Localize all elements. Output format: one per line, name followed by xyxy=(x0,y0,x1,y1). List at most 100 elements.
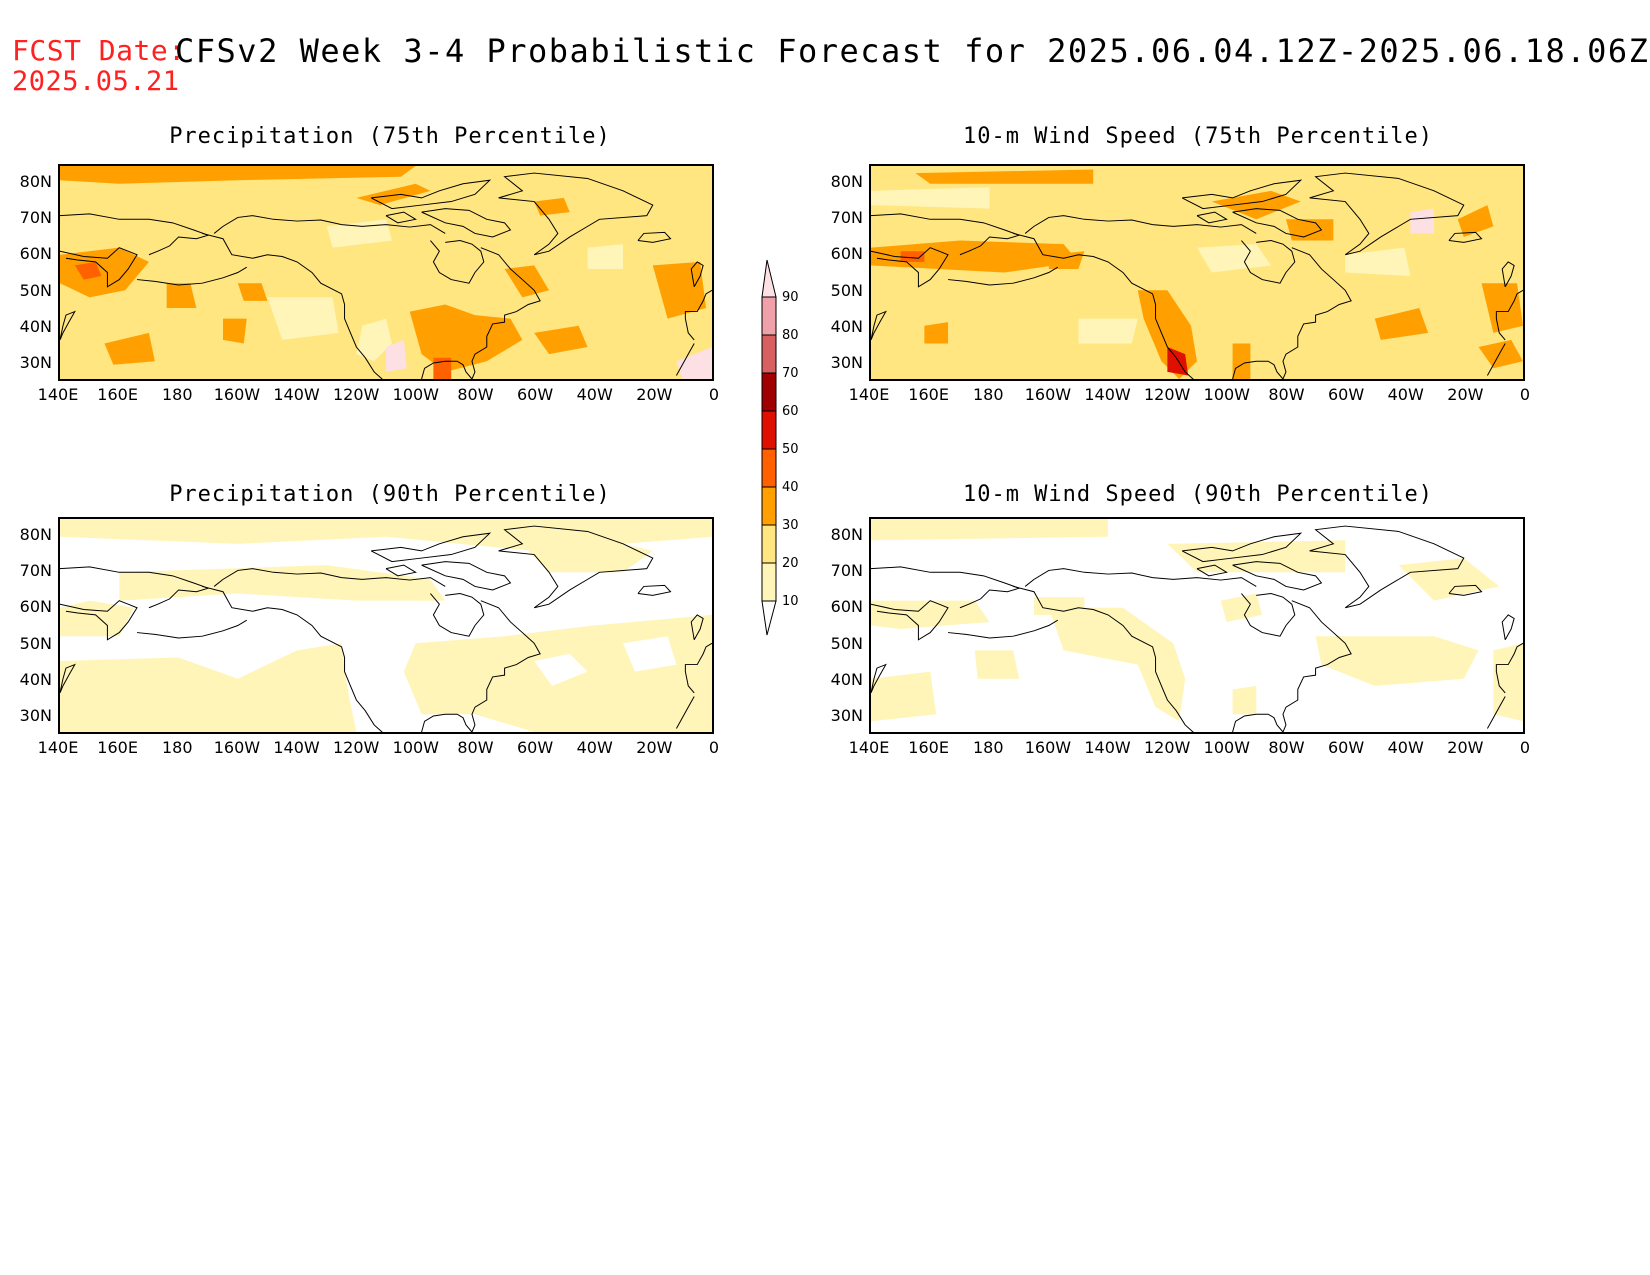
coastline xyxy=(1282,600,1352,732)
coastline xyxy=(60,247,138,288)
coastline xyxy=(421,360,473,379)
coastline xyxy=(370,532,492,563)
colorbar-label-70: 70 xyxy=(782,366,799,381)
lat-tick-label: 80N xyxy=(830,525,863,545)
lon-tick-label: 20W xyxy=(636,738,673,757)
coastline xyxy=(213,568,446,587)
probability-shading-area xyxy=(60,600,135,637)
lon-tick-label: 80W xyxy=(1268,385,1305,404)
probability-shading-area xyxy=(60,166,416,184)
coastline xyxy=(637,584,672,596)
probability-shading-area xyxy=(326,219,392,248)
coastline xyxy=(1013,585,1194,732)
coastline xyxy=(871,247,949,288)
lon-tick-label: 160W xyxy=(1024,738,1072,757)
lon-tick-label: 40W xyxy=(1387,738,1424,757)
panel-title-precip-90: Precipitation (90th Percentile) xyxy=(169,482,611,507)
probability-shading-area xyxy=(1220,593,1263,622)
lon-tick-label: 20W xyxy=(636,385,673,404)
probability-shading-area xyxy=(237,283,268,301)
coastline xyxy=(1181,179,1303,210)
coastline xyxy=(1486,696,1506,729)
probability-shading-area xyxy=(374,689,410,725)
coastline xyxy=(1013,232,1194,379)
probability-shading-area xyxy=(534,325,588,355)
lon-tick-label: 60W xyxy=(516,385,554,404)
colorbar-label-60: 60 xyxy=(782,404,799,419)
coastline xyxy=(684,642,712,694)
colorbar-top-cap xyxy=(761,259,777,298)
probability-shading-area xyxy=(60,643,357,732)
coastline xyxy=(1232,561,1323,591)
lat-tick-label: 60N xyxy=(19,597,52,617)
coastline xyxy=(947,619,1059,639)
lon-tick-label: 140W xyxy=(1084,738,1131,757)
lon-tick-label: 40W xyxy=(576,738,613,757)
coastline xyxy=(1501,261,1515,287)
map-canvas xyxy=(60,166,712,379)
lon-tick-label: 0 xyxy=(708,738,720,757)
lon-tick-label: 140E xyxy=(37,385,79,404)
coastline xyxy=(1309,172,1465,256)
lon-tick-label: 100W xyxy=(392,385,439,404)
coastline xyxy=(498,172,654,256)
probability-shading-area xyxy=(1232,685,1257,715)
lat-tick-label: 70N xyxy=(830,208,863,228)
probability-shading-area xyxy=(223,318,247,344)
colorbar-label-40: 40 xyxy=(782,480,799,495)
probability-shading-area xyxy=(409,304,523,372)
probability-shading-area xyxy=(104,332,155,365)
probability-shading-area xyxy=(915,169,1094,184)
coastline xyxy=(202,585,383,732)
lon-tick-label: 120W xyxy=(1143,385,1191,404)
lon-tick-label: 140W xyxy=(1084,385,1131,404)
probability-shading-area xyxy=(871,187,990,209)
coastline xyxy=(430,240,485,284)
coastline xyxy=(430,593,485,637)
probability-shading-area xyxy=(1232,343,1251,379)
lat-tick-label: 40N xyxy=(830,669,863,689)
coastline xyxy=(385,564,417,577)
coastline xyxy=(690,261,704,287)
coastline xyxy=(421,561,512,591)
lon-tick-label: 160W xyxy=(213,385,261,404)
colorbar-swatch-20-30 xyxy=(761,524,777,564)
coastline xyxy=(1232,713,1284,732)
lon-tick-label: 40W xyxy=(576,385,613,404)
main-title: CFSv2 Week 3-4 Probabilistic Forecast fo… xyxy=(175,32,1650,70)
lat-tick-label: 30N xyxy=(19,705,52,725)
probability-shading-area xyxy=(1048,607,1186,722)
colorbar-swatch-10-20 xyxy=(761,562,777,602)
coastline xyxy=(1495,642,1523,694)
probability-shading-area xyxy=(356,318,392,362)
lon-tick-label: 180 xyxy=(972,738,1004,757)
map-canvas xyxy=(871,519,1523,732)
coastline xyxy=(60,663,76,694)
map-canvas xyxy=(60,519,712,732)
probability-shading-area xyxy=(623,636,677,672)
coastline xyxy=(136,619,248,639)
lon-tick-label: 100W xyxy=(392,738,439,757)
probability-shading-area xyxy=(534,653,588,686)
coastline xyxy=(60,566,210,609)
map-precip-90 xyxy=(58,517,714,734)
panel-title-wind-90: 10-m Wind Speed (90th Percentile) xyxy=(962,482,1434,507)
map-precip-75 xyxy=(58,164,714,381)
coastline xyxy=(1196,564,1228,577)
probability-shading-area xyxy=(1078,318,1138,344)
lon-tick-label: 120W xyxy=(332,385,380,404)
lat-tick-label: 80N xyxy=(19,525,52,545)
lon-tick-label: 180 xyxy=(161,385,193,404)
lat-tick-label: 50N xyxy=(830,633,863,653)
probability-shading-area xyxy=(1167,540,1346,573)
lat-tick-label: 40N xyxy=(830,316,863,336)
forecast-date-value: 2025.05.21 xyxy=(12,66,180,97)
probability-shading-area xyxy=(1211,190,1301,220)
colorbar-swatch-80-90 xyxy=(761,296,777,336)
lat-tick-label: 60N xyxy=(830,597,863,617)
probability-shading-area xyxy=(974,650,1020,679)
lat-tick-label: 60N xyxy=(19,244,52,264)
lon-tick-label: 20W xyxy=(1447,738,1484,757)
coastline xyxy=(871,566,1021,609)
lon-tick-label: 60W xyxy=(1327,385,1365,404)
